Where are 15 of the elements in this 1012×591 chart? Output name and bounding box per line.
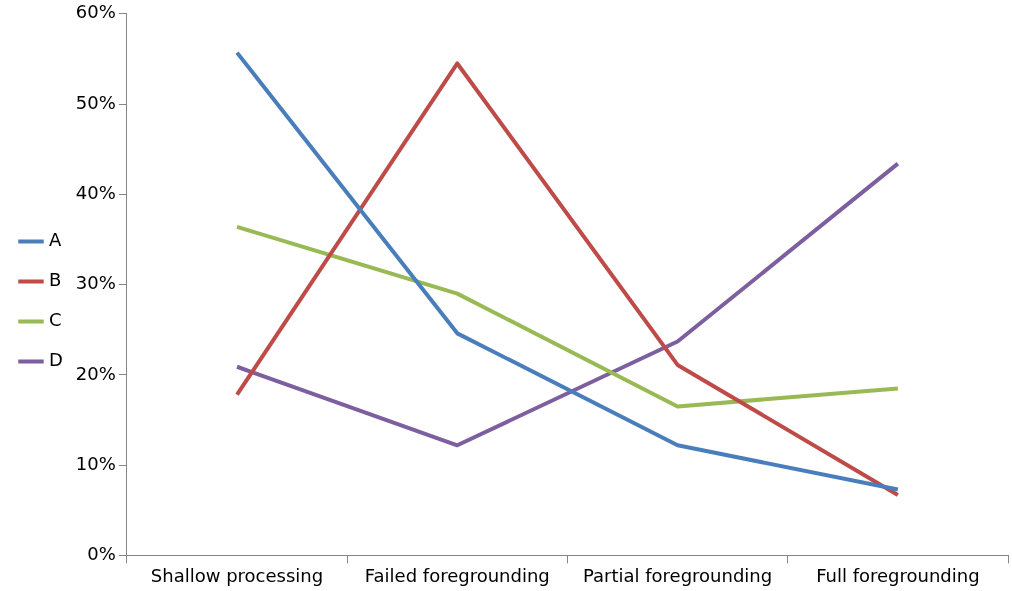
x-tick-label: Full foregrounding (816, 564, 980, 586)
x-tick-label: Partial foregrounding (582, 564, 773, 586)
y-tick-label: 50% (75, 91, 116, 113)
legend-label: C (49, 309, 62, 331)
y-tick-label: 40% (75, 182, 116, 204)
y-tick-label: 0% (87, 543, 116, 565)
legend-label: D (49, 349, 63, 371)
legend-label: B (49, 269, 62, 291)
legend-label: A (49, 229, 62, 251)
y-tick-label: 20% (75, 362, 116, 384)
x-tick-label: Shallow processing (150, 564, 324, 586)
x-tick-label: Failed foregrounding (364, 564, 550, 586)
y-tick-label: 10% (75, 452, 116, 474)
y-tick-label: 60% (75, 1, 116, 23)
y-tick-label: 30% (75, 272, 116, 294)
